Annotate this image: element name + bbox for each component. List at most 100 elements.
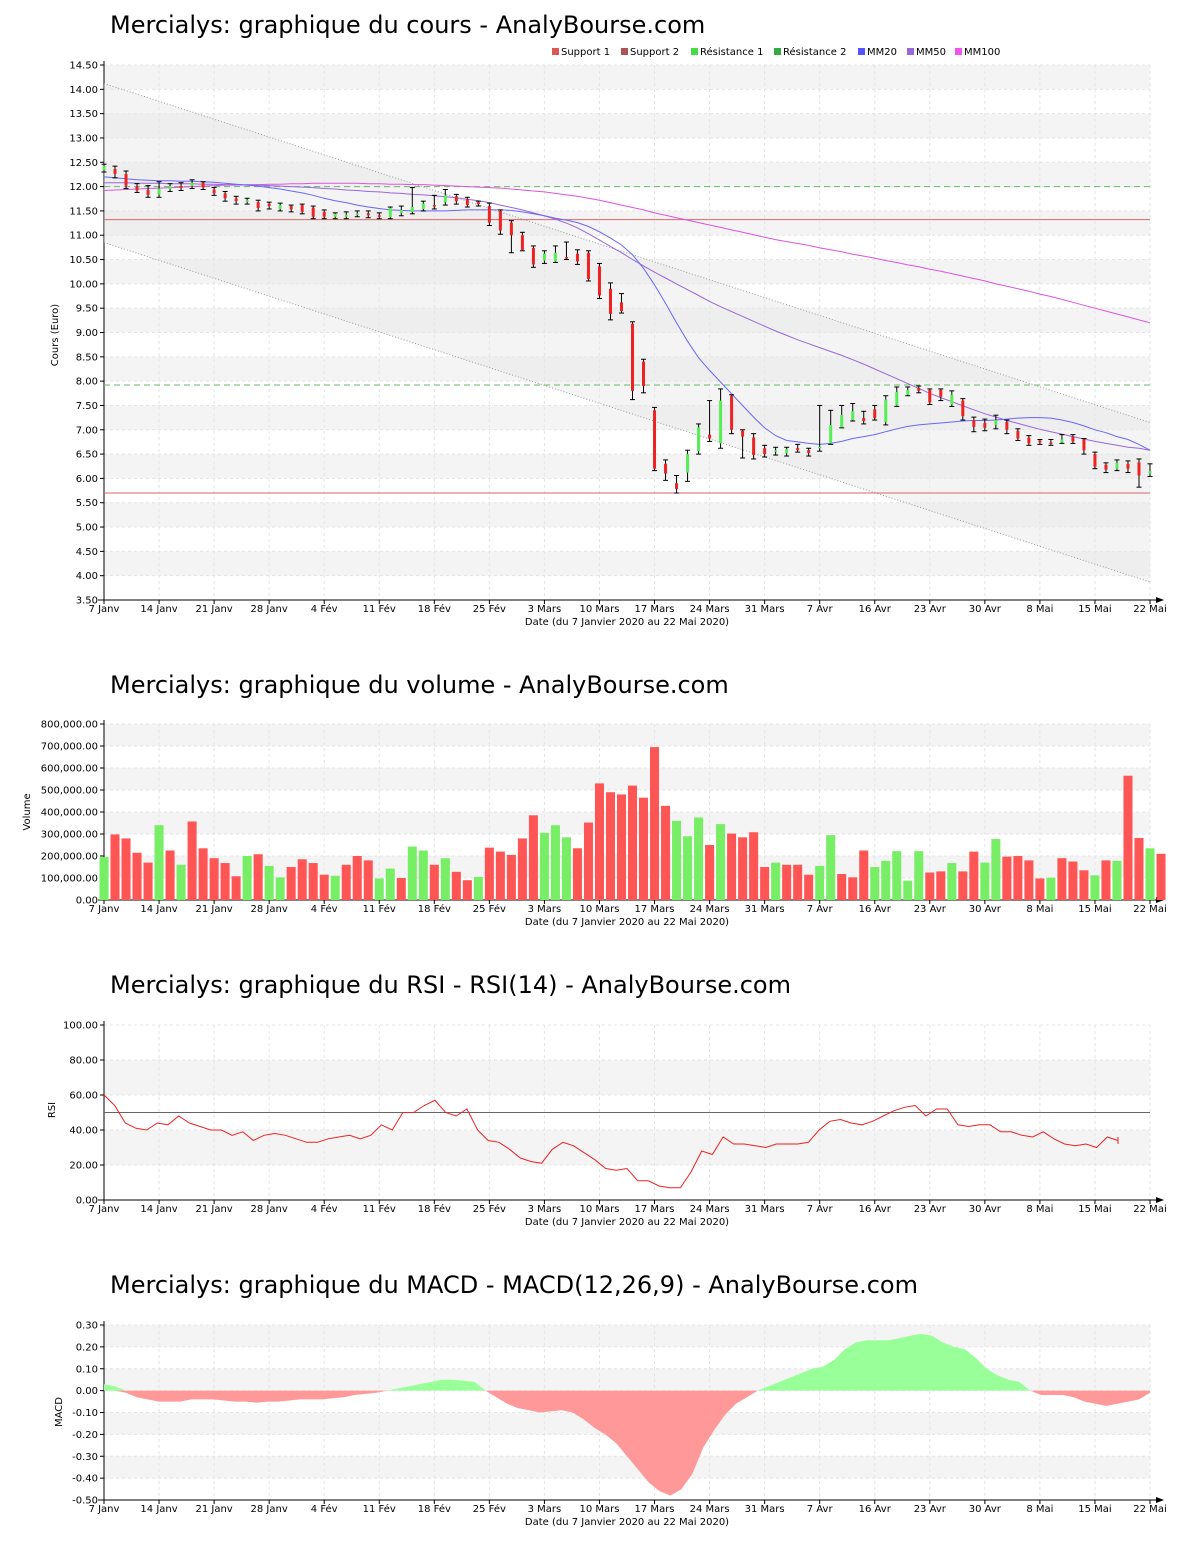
candle-body bbox=[465, 199, 469, 206]
volume-bar bbox=[572, 848, 582, 900]
rsi-x-tick-label: 11 Fév bbox=[363, 1203, 396, 1215]
volume-grid-band bbox=[104, 724, 1150, 746]
mm20-line bbox=[103, 176, 1151, 451]
candle-body bbox=[686, 454, 690, 473]
volume-bar bbox=[1145, 848, 1155, 900]
rsi-x-tick-label: 7 Janv bbox=[89, 1204, 120, 1215]
volume-bar bbox=[429, 864, 439, 900]
macd-y-tick-label: -0.10 bbox=[72, 1408, 98, 1419]
volume-bar bbox=[539, 832, 549, 900]
rsi-x-tick-label: 17 Mars bbox=[635, 1204, 675, 1215]
candle-body bbox=[653, 410, 657, 469]
volume-bar bbox=[749, 832, 759, 900]
volume-bar bbox=[473, 876, 483, 900]
candle-body bbox=[862, 418, 866, 422]
legend-swatch-mm50 bbox=[907, 48, 914, 55]
volume-bar bbox=[1002, 856, 1012, 900]
macd-x-tick-label: 3 Mars bbox=[528, 1504, 562, 1515]
macd-x-tick-label: 23 Avr bbox=[914, 1504, 947, 1515]
candle-body bbox=[1082, 439, 1086, 451]
price-x-tick-label: 31 Mars bbox=[745, 604, 785, 615]
candle-body bbox=[454, 196, 458, 202]
price-x-tick-label: 11 Fév bbox=[363, 603, 396, 615]
macd-x-tick-label: 15 Mai bbox=[1078, 1504, 1111, 1515]
macd-x-tick-label: 7 Avr bbox=[807, 1504, 834, 1515]
rsi-x-axis-label: Date (du 7 Janvier 2020 au 22 Mai 2020) bbox=[525, 1217, 729, 1228]
price-x-axis-arrow bbox=[1156, 597, 1164, 603]
rsi-y-tick-label: 80.00 bbox=[69, 1056, 98, 1067]
candle-body bbox=[763, 448, 767, 455]
candle-body bbox=[807, 450, 811, 454]
macd-x-tick-label: 28 Janv bbox=[251, 1504, 288, 1515]
rsi-x-tick-label: 23 Avr bbox=[914, 1204, 947, 1215]
candle-body bbox=[267, 203, 271, 207]
rsi-x-tick-label: 28 Janv bbox=[251, 1204, 288, 1215]
candle-body bbox=[928, 389, 932, 403]
price-grid-band bbox=[104, 259, 1150, 284]
candle-body bbox=[774, 450, 778, 452]
volume-bar bbox=[1101, 860, 1111, 900]
volume-bar bbox=[220, 863, 230, 900]
rsi-x-tick-label: 30 Avr bbox=[969, 1204, 1002, 1215]
rsi-x-tick-label: 15 Mai bbox=[1078, 1204, 1111, 1215]
candle-body bbox=[972, 420, 976, 427]
candle-body bbox=[124, 173, 128, 186]
price-y-tick-label: 7.50 bbox=[76, 401, 98, 412]
price-chart: Mercialys: graphique du cours - AnalyBou… bbox=[50, 11, 1167, 628]
candle-body bbox=[597, 266, 601, 296]
candle-body bbox=[388, 207, 392, 218]
volume-x-tick-label: 3 Mars bbox=[528, 904, 562, 915]
volume-x-tick-label: 25 Fév bbox=[473, 903, 506, 915]
candle-body bbox=[311, 207, 315, 217]
price-y-tick-label: 9.00 bbox=[76, 328, 98, 339]
volume-bar bbox=[661, 805, 671, 900]
volume-y-tick-label: 0.00 bbox=[76, 896, 98, 907]
price-x-tick-label: 17 Mars bbox=[635, 604, 675, 615]
volume-bar bbox=[495, 851, 505, 900]
price-x-tick-label: 30 Avr bbox=[969, 604, 1002, 615]
legend-resistance-2: Résistance 2 bbox=[783, 46, 846, 58]
volume-x-tick-label: 17 Mars bbox=[635, 904, 675, 915]
price-y-tick-label: 4.00 bbox=[76, 571, 98, 582]
volume-bar bbox=[760, 867, 770, 900]
price-channel-upper bbox=[103, 83, 1151, 423]
volume-bar bbox=[1035, 878, 1045, 900]
volume-bar bbox=[176, 864, 186, 900]
candle-body bbox=[675, 483, 679, 490]
candle-body bbox=[818, 446, 822, 449]
candle-body bbox=[1126, 463, 1130, 469]
volume-bar bbox=[1156, 853, 1166, 900]
volume-bar bbox=[958, 871, 968, 900]
candle-body bbox=[333, 213, 337, 217]
legend-swatch-support-2 bbox=[621, 48, 628, 55]
volume-bar bbox=[947, 863, 957, 900]
macd-x-tick-label: 31 Mars bbox=[745, 1504, 785, 1515]
volume-bar bbox=[308, 863, 318, 900]
candle-body bbox=[829, 424, 833, 444]
volume-bar bbox=[462, 880, 472, 900]
volume-bar bbox=[330, 875, 340, 900]
volume-bar bbox=[440, 858, 450, 900]
rsi-y-tick-label: 40.00 bbox=[69, 1126, 98, 1137]
candle-body bbox=[575, 253, 579, 262]
candle-body bbox=[399, 209, 403, 213]
volume-bar bbox=[1112, 860, 1122, 900]
volume-bar bbox=[848, 877, 858, 900]
candle-body bbox=[157, 188, 161, 195]
candle-body bbox=[586, 252, 590, 279]
volume-y-tick-label: 200,000.00 bbox=[41, 852, 98, 863]
rsi-y-tick-label: 60.00 bbox=[69, 1091, 98, 1102]
price-y-tick-label: 6.00 bbox=[76, 474, 98, 485]
price-y-tick-label: 5.00 bbox=[76, 523, 98, 534]
volume-x-tick-label: 30 Avr bbox=[969, 904, 1002, 915]
price-x-tick-label: 15 Mai bbox=[1078, 604, 1111, 615]
price-x-tick-label: 21 Janv bbox=[195, 604, 232, 615]
candle-body bbox=[542, 253, 546, 261]
rsi-x-tick-label: 10 Mars bbox=[579, 1204, 619, 1215]
rsi-chart-title: Mercialys: graphique du RSI - RSI(14) - … bbox=[110, 971, 791, 999]
volume-chart: Mercialys: graphique du volume - AnalyBo… bbox=[22, 671, 1167, 928]
volume-bar bbox=[815, 865, 825, 900]
macd-x-tick-label: 22 Mai bbox=[1133, 1504, 1166, 1515]
volume-bar bbox=[352, 856, 362, 900]
volume-bar bbox=[517, 838, 527, 900]
